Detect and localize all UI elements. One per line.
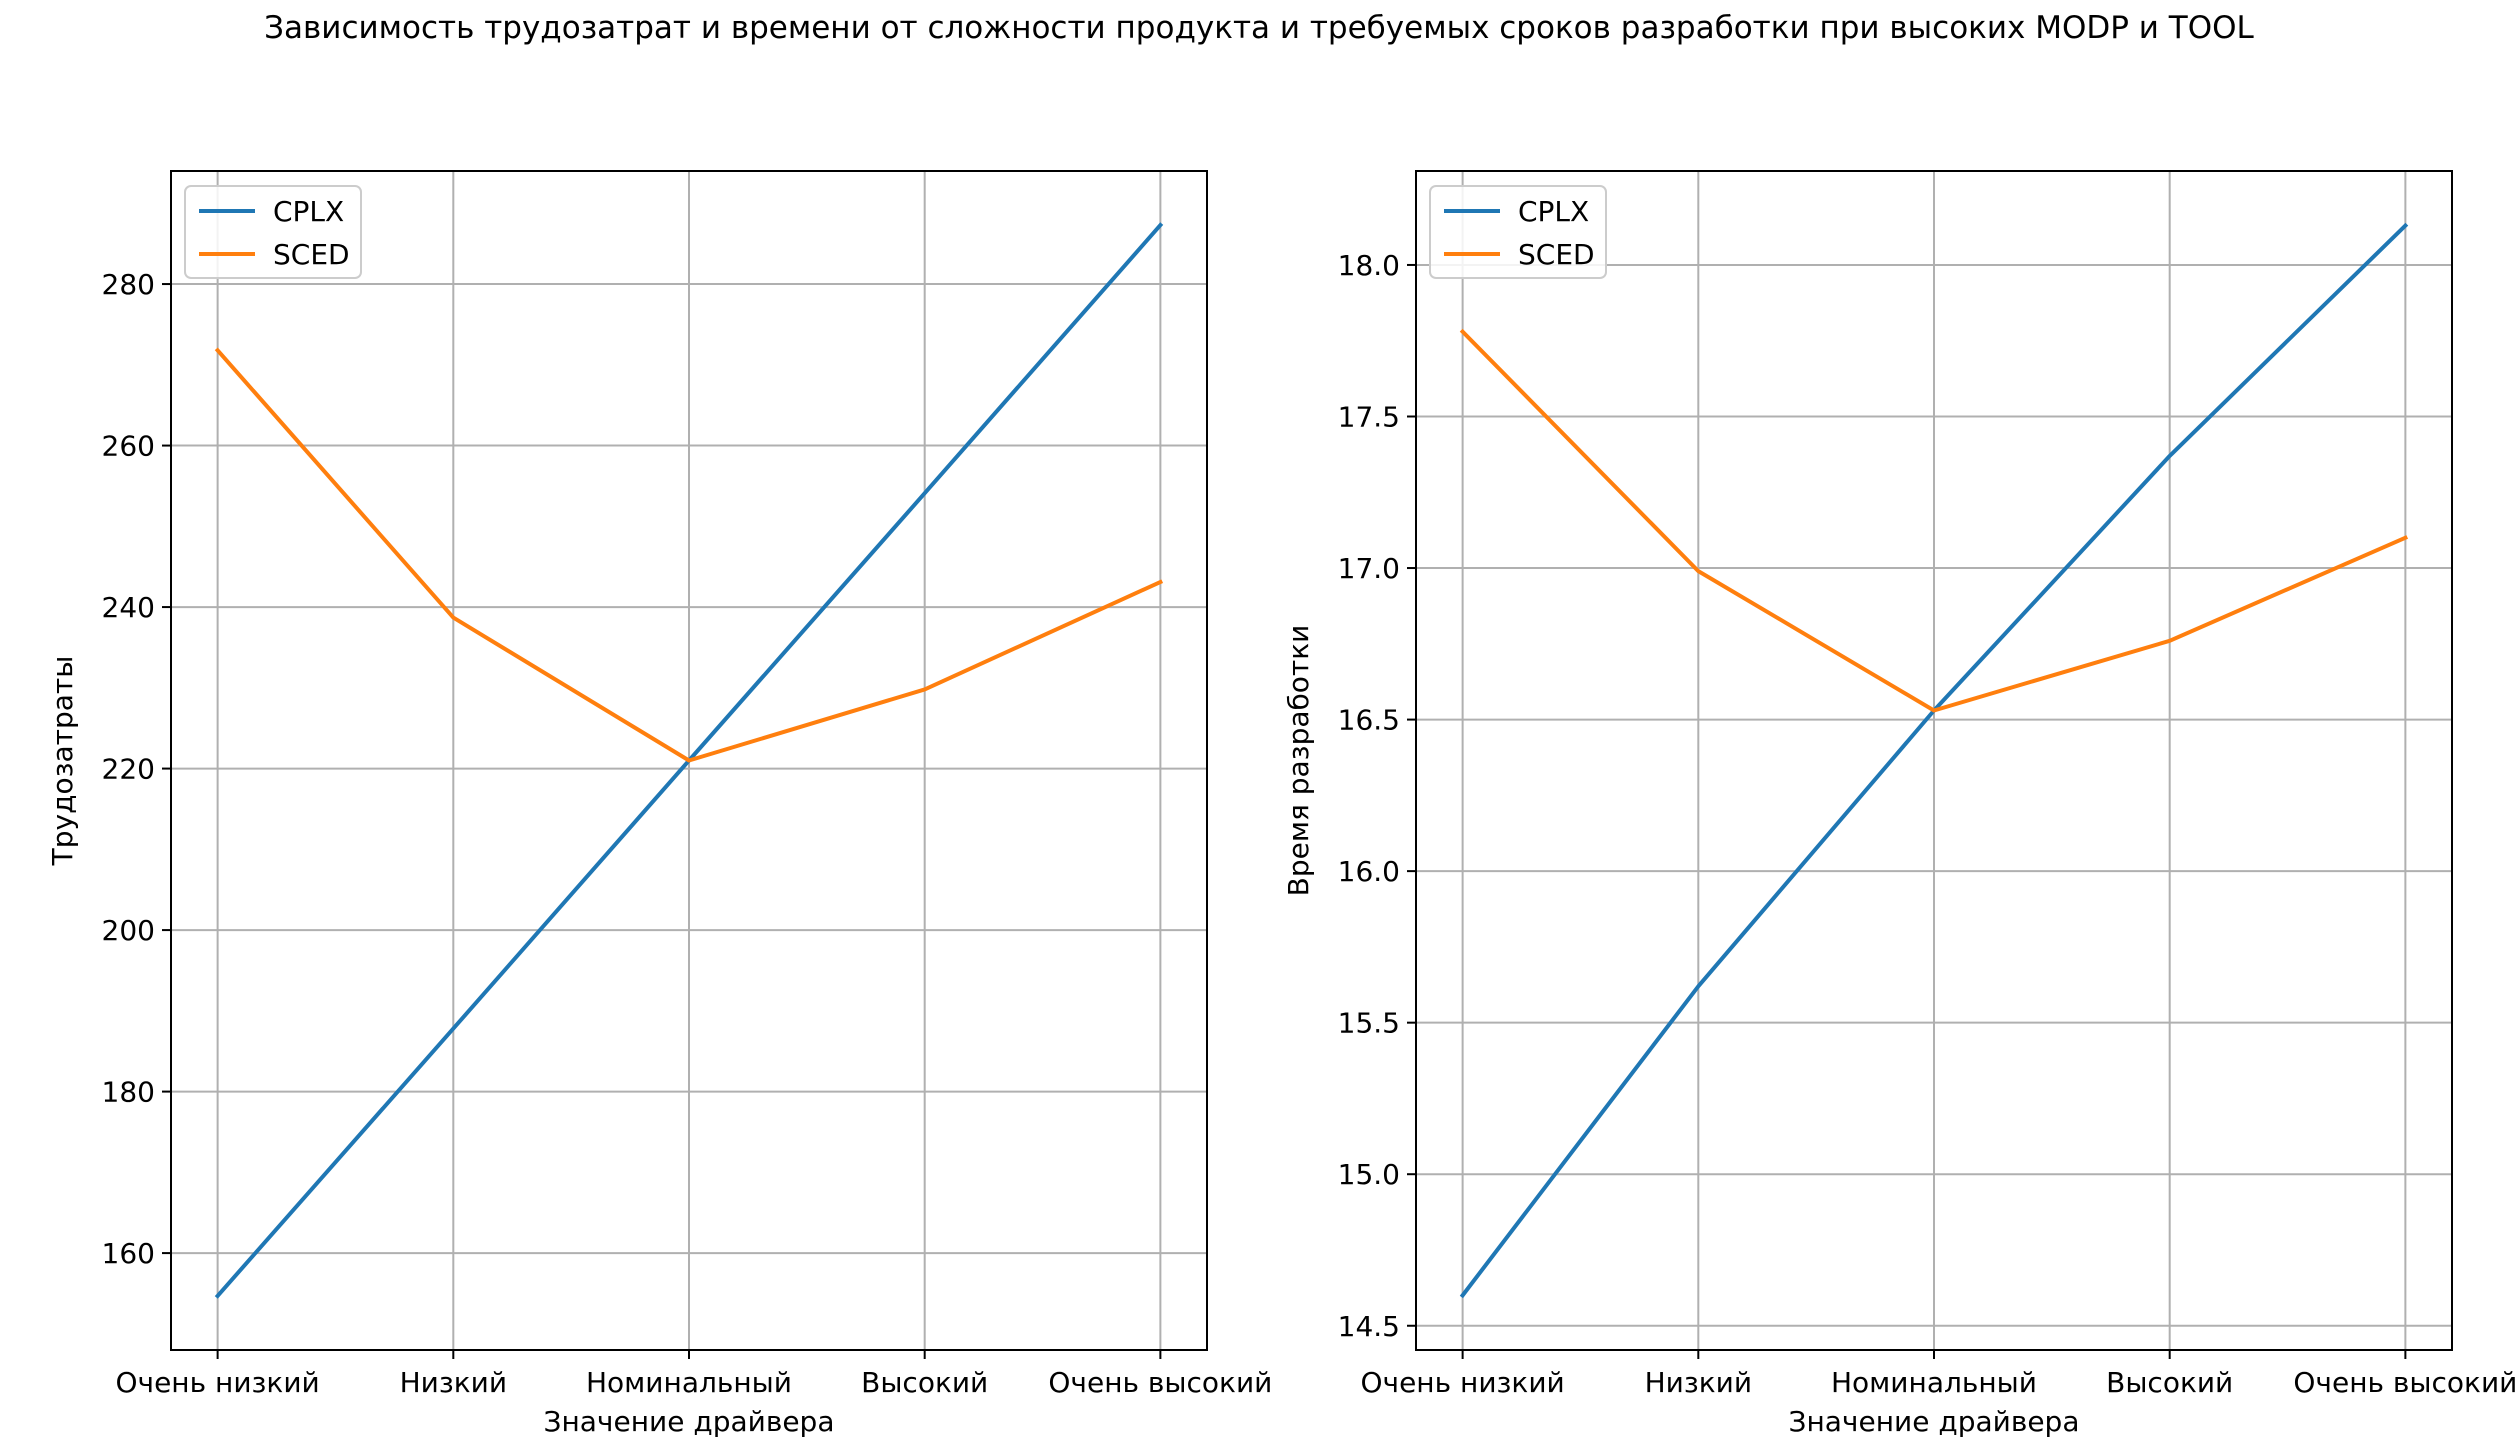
y-tick-label: 15.0 bbox=[1338, 1158, 1400, 1191]
legend-label-cplx: CPLX bbox=[273, 195, 344, 228]
y-tick-label: 17.0 bbox=[1338, 552, 1400, 585]
y-tick-label: 18.0 bbox=[1338, 249, 1400, 282]
y-tick-label: 16.0 bbox=[1338, 855, 1400, 888]
y-tick-label: 180 bbox=[102, 1076, 155, 1109]
axes-frame bbox=[1415, 170, 2453, 1351]
figure-title: Зависимость трудозатрат и времени от сло… bbox=[264, 10, 2254, 46]
x-tick-label: Высокий bbox=[861, 1366, 988, 1399]
y-tick-label: 280 bbox=[102, 268, 155, 301]
y-tick-label: 240 bbox=[102, 591, 155, 624]
chart-2: Очень низкий Низкий Номинальный Высокий Очен… bbox=[1282, 170, 2517, 1438]
x-tick-label: Очень высокий bbox=[2293, 1366, 2517, 1399]
x-tick-label: Низкий bbox=[1645, 1366, 1752, 1399]
axes-frame bbox=[170, 170, 1208, 1351]
y-tick-label: 14.5 bbox=[1338, 1310, 1400, 1343]
y-tick-label: 15.5 bbox=[1338, 1007, 1400, 1040]
legend: CPLX SCED bbox=[184, 185, 362, 279]
x-tick-label: Номинальный bbox=[1831, 1366, 2037, 1399]
legend-label-sced: SCED bbox=[1518, 238, 1595, 271]
y-tick-label: 200 bbox=[102, 914, 155, 947]
series-line-sced bbox=[214, 347, 1164, 763]
y-tick-label: 16.5 bbox=[1338, 704, 1400, 737]
x-tick-label: Высокий bbox=[2106, 1366, 2233, 1399]
y-tick-label: 160 bbox=[102, 1237, 155, 1270]
legend-label-cplx: CPLX bbox=[1518, 195, 1589, 228]
x-axis-label: Значение драйвера bbox=[544, 1405, 835, 1438]
x-tick-label: Очень низкий bbox=[116, 1366, 320, 1399]
legend: CPLX SCED bbox=[1429, 185, 1607, 279]
x-tick-label: Низкий bbox=[400, 1366, 507, 1399]
legend-label-sced: SCED bbox=[273, 238, 350, 271]
y-axis-label: Трудозатраты bbox=[46, 656, 79, 867]
x-axis-label: Значение драйвера bbox=[1789, 1405, 2080, 1438]
y-tick-label: 260 bbox=[102, 430, 155, 463]
y-tick-label: 17.5 bbox=[1338, 400, 1400, 433]
x-tick-label: Номинальный bbox=[586, 1366, 792, 1399]
y-axis-label: Время разработки bbox=[1282, 625, 1315, 897]
x-tick-label: Очень низкий bbox=[1361, 1366, 1565, 1399]
chart-1: Очень низкий Низкий Номинальный Высокий Очен… bbox=[46, 170, 1272, 1438]
series-line-sced bbox=[1459, 328, 2409, 713]
y-tick-label: 220 bbox=[102, 753, 155, 786]
x-tick-label: Очень высокий bbox=[1048, 1366, 1272, 1399]
